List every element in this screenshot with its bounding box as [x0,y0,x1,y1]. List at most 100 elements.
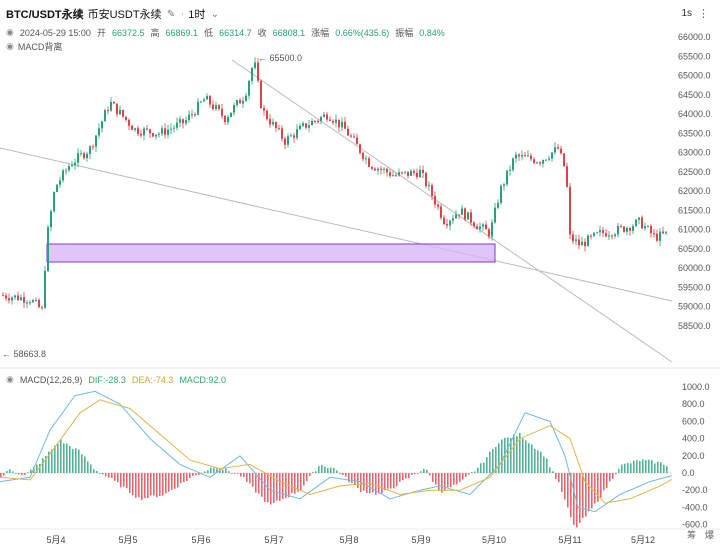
resolution-label[interactable]: 1s [681,8,692,19]
trend-line[interactable] [0,147,673,302]
date-tick-label[interactable]: 5月8 [339,535,358,545]
candle [329,116,331,122]
candle-body [248,80,250,96]
candle [119,105,121,116]
macd-histogram-bar [111,473,113,479]
candle-body [317,120,319,122]
trend-lines[interactable] [0,59,673,363]
macd-indicator-name[interactable]: MACD(12,26,9) [19,374,83,385]
candle-body [662,231,664,234]
macd-tick-label[interactable]: -600.0 [682,520,708,530]
macd-histogram-bar [336,470,338,473]
macd-tick-label[interactable]: 400.0 [682,434,705,444]
visibility-icon[interactable]: ◉ [6,27,14,37]
candle [74,158,76,170]
candle [515,151,517,163]
macd-axis[interactable]: 1000.0 800.0 600.0 400.0 200.0 0.0 -200.0 -400.… [682,382,710,530]
date-tick-label[interactable]: 5月5 [118,535,137,545]
date-tick-label[interactable]: 5月6 [191,535,210,545]
chevron-down-icon[interactable]: ⌄ [210,8,220,20]
candle [458,214,460,219]
date-tick-label[interactable]: 5月12 [631,535,655,545]
candle [638,217,640,225]
candle-body [296,129,298,138]
candle-body [191,114,193,116]
date-tick-label[interactable]: 5月11 [558,535,581,545]
price-tick-label[interactable]: 62000.0 [678,186,711,196]
chip-distribution-icon[interactable]: 筹 [686,530,696,540]
price-tick-label[interactable]: 59500.0 [678,282,711,292]
price-tick-label[interactable]: 61500.0 [678,205,711,215]
timeframe-selector[interactable]: 1时 [188,9,206,21]
visibility-icon[interactable]: ◉ [6,41,14,51]
liquidation-icon[interactable]: 爆 [704,530,714,540]
symbol-title[interactable]: BTC/USDT永续 [6,9,84,21]
candle [509,165,511,176]
macd-histogram-bar [66,443,68,473]
candle [551,152,553,162]
chart-header: BTC/USDT永续 币安USDT永续 ✎ · 1时 ⌄ 1s ⋮ ◉ 2024… [0,0,720,60]
macd-histogram-bar [69,445,71,473]
candle [272,118,274,126]
candle [338,119,340,132]
macd-value: MACD:92.0 [179,374,226,385]
more-menu-icon[interactable]: ⋮ [698,8,710,20]
macd-histogram-bar [63,443,65,473]
price-axis[interactable]: 66000.0 65500.0 65000.0 64500.0 64000.0 63500… [678,32,711,331]
macd-tick-label[interactable]: 800.0 [682,399,705,409]
date-tick-label[interactable]: 5月7 [264,535,283,545]
support-zone[interactable] [46,243,496,263]
date-tick-label[interactable]: 5月9 [411,535,430,545]
support-zone-box[interactable] [46,243,496,263]
macd-histogram-bar [123,473,125,487]
candle [611,234,613,240]
candle-body [551,152,553,159]
price-tick-label[interactable]: 63000.0 [678,148,711,158]
price-tick-label[interactable]: 66000.0 [678,32,711,42]
candle-body [578,239,580,246]
macd-tick-label[interactable]: -400.0 [682,502,708,512]
visibility-icon[interactable]: ◉ [6,374,14,384]
macd-histogram-bar [657,461,659,473]
macd-histogram-bar [171,473,173,490]
macd-tick-label[interactable]: -200.0 [682,485,708,495]
candle-body [395,175,397,177]
macd-divergence-legend[interactable]: ◉ MACD背离 [6,40,62,53]
candle-body [572,234,574,242]
price-tick-label[interactable]: 64500.0 [678,90,711,100]
edit-icon[interactable]: ✎ [166,8,176,20]
candle [494,202,496,224]
price-tick-label[interactable]: 61000.0 [678,225,711,235]
macd-histogram-bar [525,440,527,473]
date-tick-label[interactable]: 5月4 [46,535,65,545]
price-tick-label[interactable]: 60500.0 [678,244,711,254]
macd-histogram-bar [456,473,458,485]
price-tick-label[interactable]: 60000.0 [678,263,711,273]
macd-histogram-bar [126,473,128,489]
price-tick-label[interactable]: 63500.0 [678,128,711,138]
market-name[interactable]: 币安USDT永续 [87,9,162,21]
macd-histogram-bar [30,469,32,473]
macd-histogram-bar [477,467,479,473]
time-axis[interactable]: 5月4 5月5 5月6 5月7 5月8 5月9 5月10 5月11 5月12 [46,535,655,545]
macd-tick-label[interactable]: 200.0 [682,451,705,461]
macd-histogram-bar [318,465,320,473]
macd-tick-label[interactable]: 600.0 [682,416,705,426]
candle-body [569,186,571,235]
candle [65,168,67,175]
macd-tick-label[interactable]: 0.0 [682,468,695,478]
price-tick-label[interactable]: 65500.0 [678,51,711,61]
price-tick-label[interactable]: 62500.0 [678,167,711,177]
candle [431,183,433,201]
price-tick-label[interactable]: 64000.0 [678,109,711,119]
date-tick-label[interactable]: 5月10 [482,535,506,545]
price-tick-label[interactable]: 59000.0 [678,302,711,312]
trend-line[interactable] [231,59,673,363]
candle-body [314,120,316,122]
candle [251,66,253,85]
price-tick-label[interactable]: 58500.0 [678,321,711,331]
price-tick-label[interactable]: 65000.0 [678,71,711,81]
macd-histogram-bar [381,473,383,494]
macd-tick-label[interactable]: 1000.0 [682,382,710,392]
